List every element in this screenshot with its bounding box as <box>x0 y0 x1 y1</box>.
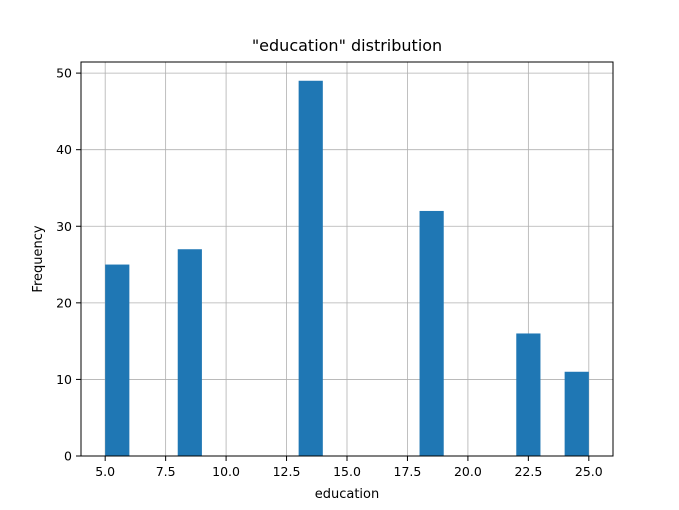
bars <box>105 80 589 456</box>
bar-5 <box>564 371 589 456</box>
x-tick-label: 5.0 <box>95 464 115 479</box>
x-tick-label: 7.5 <box>156 464 176 479</box>
y-tick-label: 0 <box>64 449 72 464</box>
bar-0 <box>105 264 130 456</box>
chart-title: "education" distribution <box>252 36 442 55</box>
grid <box>81 62 613 457</box>
y-axis-label: Frequency <box>31 225 46 292</box>
x-tick-label: 25.0 <box>575 464 603 479</box>
x-tick-label: 12.5 <box>273 464 301 479</box>
x-tick-label: 10.0 <box>212 464 240 479</box>
bar-3 <box>419 210 444 456</box>
y-tick-label: 20 <box>56 295 72 310</box>
y-tick-label: 30 <box>56 219 72 234</box>
x-tick-label: 20.0 <box>454 464 482 479</box>
x-axis-label: education <box>315 487 380 502</box>
y-tick-label: 10 <box>56 372 72 387</box>
x-tick-label: 17.5 <box>394 464 422 479</box>
x-tick-label: 15.0 <box>333 464 361 479</box>
bar-4 <box>516 333 541 456</box>
x-tick-label: 22.5 <box>514 464 542 479</box>
y-tick-label: 40 <box>56 142 72 157</box>
bar-1 <box>177 249 202 456</box>
y-tick-label: 50 <box>56 66 72 81</box>
bar-2 <box>298 80 323 456</box>
ticks: 5.0 7.5 10.0 12.5 15.0 17.5 20.0 22.5 25.0 0 10 20 3… <box>56 66 603 479</box>
